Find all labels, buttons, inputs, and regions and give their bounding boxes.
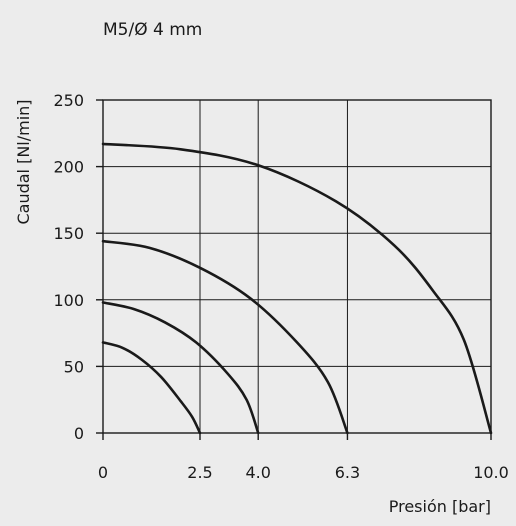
flow-curve-2	[101, 301, 260, 435]
y-axis-label: Caudal [Nl/min]	[14, 99, 33, 224]
y-tick-label: 200	[53, 158, 84, 177]
x-tick-label: 0	[98, 463, 108, 482]
y-tick-label: 250	[53, 91, 84, 110]
y-tick-label: 150	[53, 224, 84, 243]
y-tick-label: 100	[53, 291, 84, 310]
chart-title: M5/Ø 4 mm	[103, 20, 202, 40]
flow-curve-4	[101, 142, 493, 435]
x-tick-label: 4.0	[245, 463, 270, 482]
curves	[101, 142, 493, 435]
x-tick-label: 6.3	[335, 463, 360, 482]
flow-curve-3	[101, 239, 349, 435]
axes	[96, 99, 492, 440]
x-axis-label: Presión [bar]	[389, 497, 491, 516]
flow-curve-1	[101, 341, 202, 435]
x-tick-label: 10.0	[473, 463, 509, 482]
y-tick-label: 50	[64, 357, 84, 376]
tick-labels: 0 50 100 150 200 250 0 2.5 4.0 6.3 10.0	[53, 91, 508, 482]
y-tick-label: 0	[74, 424, 84, 443]
grid	[103, 100, 491, 433]
x-tick-label: 2.5	[187, 463, 212, 482]
plot-frame	[102, 99, 492, 434]
